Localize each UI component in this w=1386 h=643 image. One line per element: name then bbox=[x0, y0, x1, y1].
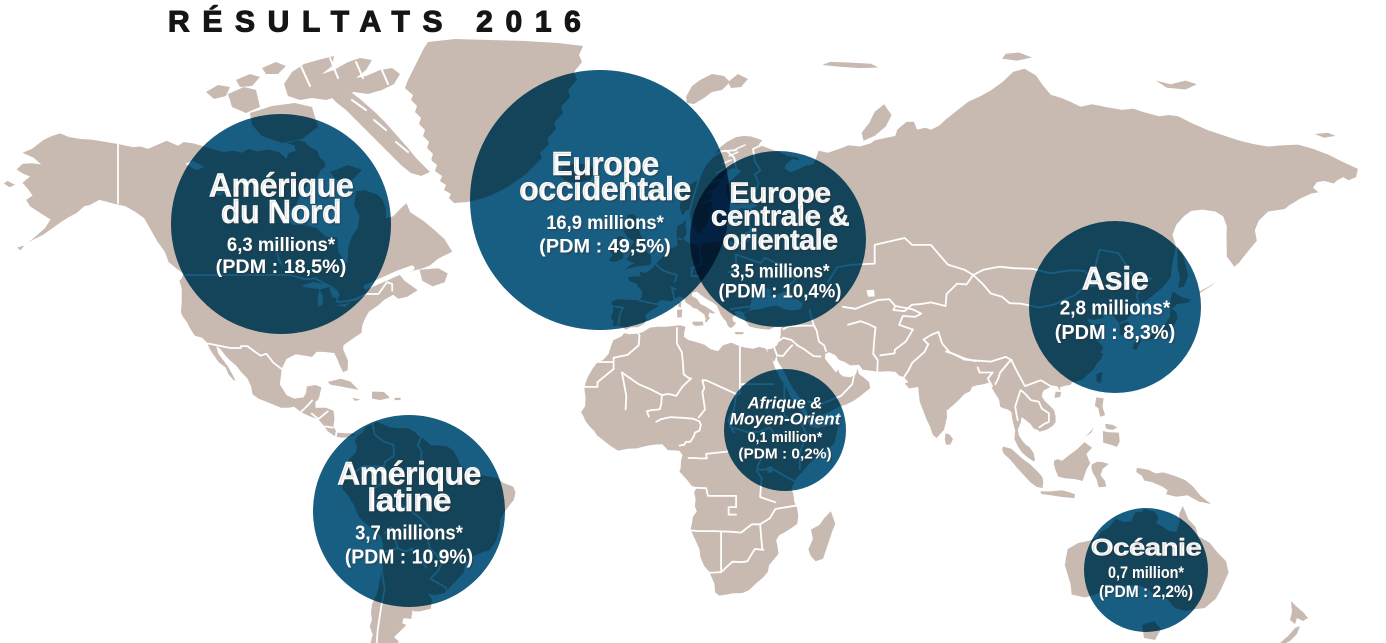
svg-text:Europe: Europe bbox=[551, 145, 658, 182]
svg-text:(PDM : 18,5%): (PDM : 18,5%) bbox=[216, 257, 347, 278]
svg-text:Océanie: Océanie bbox=[1091, 535, 1202, 562]
svg-text:6,3 millions*: 6,3 millions* bbox=[227, 235, 336, 256]
svg-text:(PDM : 10,4%): (PDM : 10,4%) bbox=[719, 281, 842, 302]
svg-text:Moyen-Orient: Moyen-Orient bbox=[730, 410, 842, 429]
svg-text:(PDM : 10,9%): (PDM : 10,9%) bbox=[345, 546, 473, 568]
svg-text:occidentale: occidentale bbox=[519, 170, 691, 207]
svg-text:(PDM : 0,2%): (PDM : 0,2%) bbox=[738, 445, 831, 462]
svg-text:centrale &: centrale & bbox=[711, 201, 850, 233]
svg-text:2,8 millions*: 2,8 millions* bbox=[1060, 298, 1171, 320]
svg-text:(PDM : 8,3%): (PDM : 8,3%) bbox=[1055, 322, 1175, 344]
svg-text:(PDM : 2,2%): (PDM : 2,2%) bbox=[1099, 582, 1193, 601]
svg-text:0,7 million*: 0,7 million* bbox=[1108, 563, 1184, 582]
svg-text:3,7 millions*: 3,7 millions* bbox=[355, 522, 463, 544]
svg-text:(PDM : 49,5%): (PDM : 49,5%) bbox=[539, 235, 671, 257]
svg-text:3,5 millions*: 3,5 millions* bbox=[731, 262, 831, 283]
svg-text:RÉSULTATS 2016: RÉSULTATS 2016 bbox=[168, 5, 594, 39]
svg-text:latine: latine bbox=[367, 482, 451, 518]
svg-text:0,1 million*: 0,1 million* bbox=[748, 429, 823, 446]
svg-text:Afrique &: Afrique & bbox=[747, 394, 823, 413]
svg-text:orientale: orientale bbox=[722, 224, 838, 256]
svg-text:Amérique: Amérique bbox=[209, 166, 354, 203]
svg-text:Amérique: Amérique bbox=[337, 456, 481, 492]
svg-text:16,9 millions*: 16,9 millions* bbox=[546, 212, 664, 234]
svg-text:Europe: Europe bbox=[729, 178, 831, 210]
svg-text:Asie: Asie bbox=[1082, 260, 1149, 296]
svg-text:du Nord: du Nord bbox=[221, 193, 341, 230]
